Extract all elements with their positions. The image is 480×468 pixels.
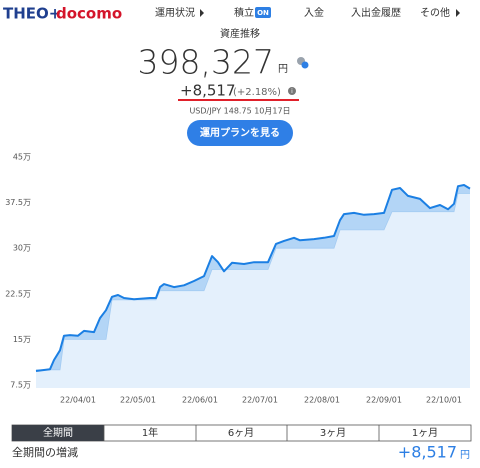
plan-button-label: 運用プランを見る bbox=[200, 126, 280, 139]
logo: THEO+ bbox=[3, 5, 61, 23]
y-tick-label: 22.5万 bbox=[5, 289, 31, 298]
x-tick-label: 22/08/01 bbox=[304, 396, 340, 405]
info-icon-glyph: i bbox=[291, 88, 293, 95]
tab[interactable]: 1ヶ月 bbox=[412, 427, 438, 439]
x-tick-label: 22/09/01 bbox=[366, 396, 402, 405]
tab[interactable]: 1年 bbox=[142, 426, 158, 439]
y-tick-label: 45万 bbox=[13, 153, 31, 162]
fx-rate: USD/JPY 148.75 10月17日 bbox=[189, 107, 290, 116]
value-area bbox=[36, 185, 470, 388]
nav-item[interactable]: 入金 bbox=[304, 6, 324, 19]
footer-change: +8,517 bbox=[398, 443, 457, 462]
tab-active[interactable] bbox=[12, 425, 104, 441]
y-tick-label: 37.5万 bbox=[5, 198, 31, 207]
nav-arrow bbox=[456, 9, 460, 17]
nav-item[interactable]: その他 bbox=[420, 6, 450, 19]
x-tick-label: 22/06/01 bbox=[182, 396, 218, 405]
section-title: 資産推移 bbox=[220, 27, 260, 40]
y-tick-label: 15万 bbox=[13, 335, 31, 344]
x-tick-label: 22/07/01 bbox=[242, 396, 278, 405]
info-icon[interactable] bbox=[288, 87, 296, 95]
brand: docomo bbox=[56, 5, 122, 23]
badge bbox=[255, 7, 271, 18]
tab[interactable]: 全期間 bbox=[43, 426, 73, 439]
x-tick-label: 22/05/01 bbox=[120, 396, 156, 405]
coin-icon bbox=[301, 61, 309, 69]
amount-unit: 円 bbox=[278, 64, 288, 75]
nav-item[interactable]: 積立 bbox=[234, 6, 254, 19]
y-tick-label: 7.5万 bbox=[10, 380, 31, 389]
underline bbox=[178, 99, 299, 101]
change: +8,517 bbox=[180, 82, 236, 100]
badge-text: ON bbox=[257, 9, 269, 17]
footer-label: 全期間の増減 bbox=[12, 445, 78, 459]
tab[interactable]: 6ヶ月 bbox=[228, 427, 254, 439]
value-line bbox=[35, 184, 471, 372]
nav-item[interactable]: 運用状況 bbox=[155, 6, 195, 19]
plan-button[interactable] bbox=[187, 120, 293, 146]
nav-arrow bbox=[200, 9, 204, 17]
x-tick-label: 22/10/01 bbox=[426, 396, 462, 405]
chart: 7.5万 15万 22.5万 30万 37.5万 45万 22/04/01 22/05/01 2… bbox=[5, 153, 471, 405]
nav-item[interactable]: 入出金履歴 bbox=[351, 6, 401, 19]
amount: 398,327 bbox=[138, 43, 274, 82]
footer-unit: 円 bbox=[460, 450, 470, 461]
change-pct: (+2.18%) bbox=[233, 87, 281, 98]
tab[interactable]: 3ヶ月 bbox=[320, 427, 346, 439]
x-tick-label: 22/04/01 bbox=[60, 396, 96, 405]
principal-line bbox=[36, 193, 470, 371]
y-tick-label: 30万 bbox=[13, 244, 31, 253]
